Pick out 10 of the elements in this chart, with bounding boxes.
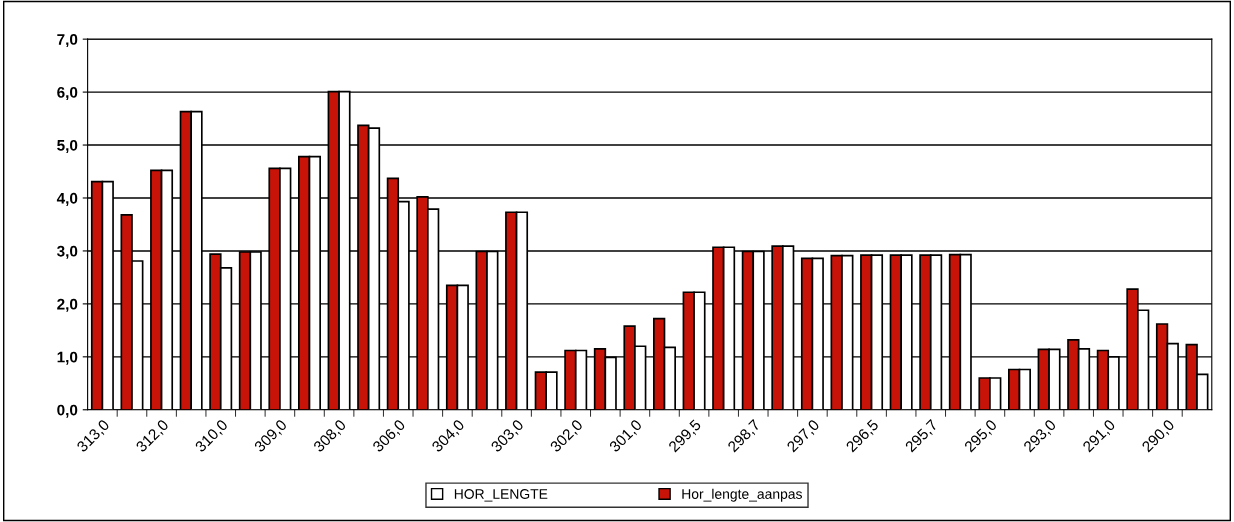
- y-tick-label: 2,0: [57, 298, 78, 312]
- y-tick-label: 7,0: [57, 34, 78, 48]
- legend-label: HOR_LENGTE: [454, 489, 548, 502]
- y-tick-label: 0,0: [57, 404, 78, 418]
- y-tick-label: 4,0: [56, 192, 78, 206]
- legend-label: Hor_lengte_aanpas: [682, 488, 802, 502]
- y-tick-label: 1,0: [57, 351, 78, 365]
- y-tick-label: 5,0: [57, 139, 78, 153]
- y-tick-label: 3,0: [57, 245, 78, 259]
- y-tick-label: 6,0: [57, 86, 78, 100]
